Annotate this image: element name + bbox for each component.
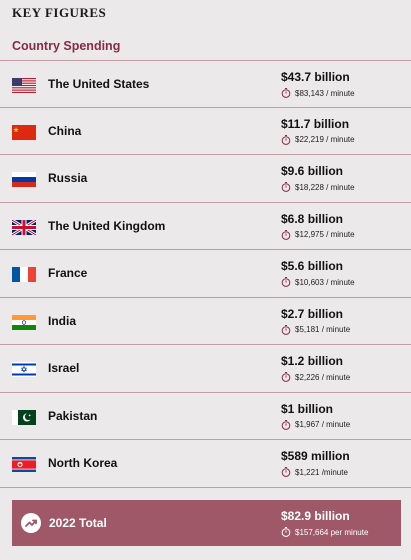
stopwatch-icon [281,372,291,382]
country-row: The United Kingdom $6.8 billion $12,975 … [0,203,411,250]
stopwatch-icon [281,229,291,240]
spending-rate: $5,181 / minute [281,324,351,335]
spending-rate: $12,975 / minute [281,229,355,240]
stopwatch-icon [281,527,291,537]
spending-amount: $5.6 billion [281,259,344,273]
rate-text: $10,603 / minute [295,277,355,287]
spending-amount: $43.7 billion [281,70,350,84]
trending-up-icon [21,513,41,533]
spending-rate: $22,219 / minute [281,134,355,145]
pakistan-flag-icon [12,409,36,425]
country-row: China $11.7 billion $22,219 / minute [0,108,411,155]
rate-text: $1,967 / minute [295,420,351,429]
spending-rate: $83,143 / minute [281,88,355,98]
rate-text: $1,221 /minute [295,467,348,477]
stopwatch-icon [281,467,291,477]
country-name: China [48,123,82,138]
spending-amount: $6.8 billion [281,211,344,226]
stopwatch-icon [281,419,291,430]
country-name: Israel [48,361,80,375]
israel-flag-icon [12,362,36,377]
rate-text: $22,219 / minute [295,135,355,144]
rate-text: $157,664 per minute [295,527,369,537]
spending-rate: $1,967 / minute [281,419,351,430]
uk-flag-icon [12,219,36,235]
country-name: North Korea [48,456,118,470]
spending-amount: $11.7 billion [281,116,350,131]
stopwatch-icon [281,88,291,98]
india-flag-icon [12,314,36,330]
spending-rate: $2,226 / minute [281,372,350,382]
spending-rate: $1,221 /minute [281,467,348,477]
country-name: The United States [48,77,150,91]
russia-flag-icon [12,172,36,187]
country-row: India $2.7 billion $5,181 / minute [0,298,411,345]
country-name: India [48,313,77,328]
rate-text: $12,975 / minute [295,230,355,239]
country-name: Pakistan [48,408,98,423]
rate-text: $83,143 / minute [295,88,355,98]
country-row: Israel $1.2 billion $2,226 / minute [0,345,411,393]
stopwatch-icon [281,324,291,335]
spending-rate: $10,603 / minute [281,277,355,287]
country-row: The United States $43.7 billion $83,143 … [0,60,411,108]
spending-amount: $1.2 billion [281,354,344,368]
country-list: The United States $43.7 billion $83,143 … [0,60,411,488]
china-flag-icon [12,124,36,140]
total-amount: $82.9 billion [281,509,350,523]
country-row: Russia $9.6 billion $18,228 / minute [0,155,411,203]
france-flag-icon [12,267,36,282]
stopwatch-icon [281,134,291,145]
page-heading: KEY FIGURES [12,5,107,20]
spending-amount: $2.7 billion [281,306,344,321]
spending-amount: $589 million [281,449,350,463]
country-row: Pakistan $1 billion $1,967 / minute [0,393,411,440]
spending-amount: $9.6 billion [281,164,344,178]
country-name: Russia [48,171,88,185]
rate-text: $2,226 / minute [295,372,351,382]
country-row: North Korea $589 million $1,221 /minute [0,440,411,488]
country-row: France $5.6 billion $10,603 / minute [0,250,411,298]
total-row: 2022 Total $82.9 billion $157,664 per mi… [12,500,401,546]
stopwatch-icon [281,277,291,287]
north-korea-flag-icon [12,457,36,472]
rate-text: $5,181 / minute [295,325,351,334]
country-name: The United Kingdom [48,218,166,233]
rate-text: $18,228 / minute [295,182,355,192]
stopwatch-icon [281,182,291,192]
section-title: Country Spending [12,39,121,53]
us-flag-icon [12,78,36,93]
total-rate: $157,664 per minute [281,527,368,537]
spending-amount: $1 billion [281,401,334,416]
total-label: 2022 Total [49,516,107,530]
spending-rate: $18,228 / minute [281,182,355,192]
country-name: France [48,266,88,280]
